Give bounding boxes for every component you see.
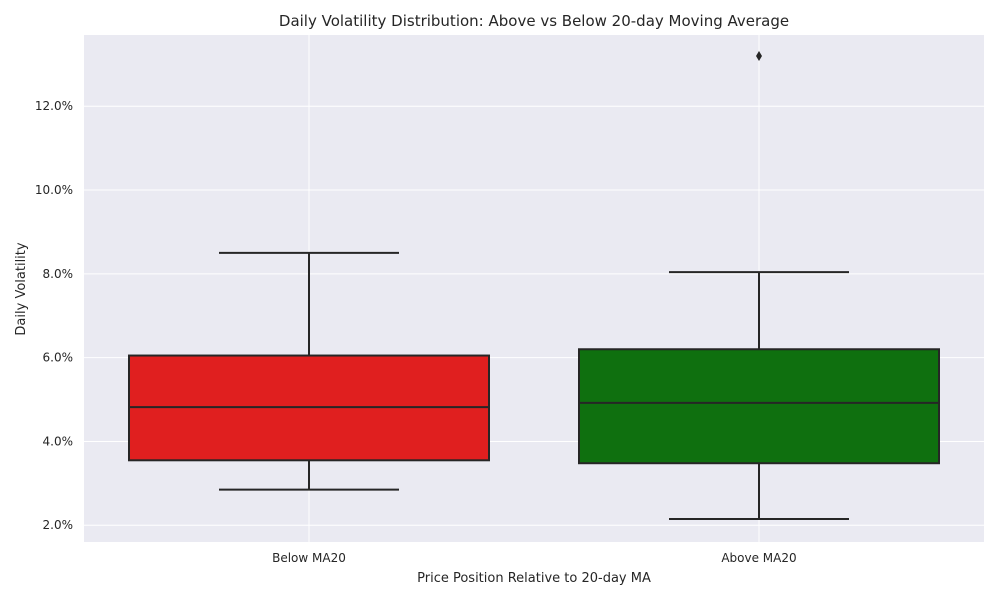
x-tick-label: Below MA20 xyxy=(272,551,346,565)
chart-title: Daily Volatility Distribution: Above vs … xyxy=(279,12,789,30)
y-tick-label: 10.0% xyxy=(35,183,73,197)
plot-area xyxy=(84,35,984,542)
y-axis-label: Daily Volatility xyxy=(14,242,29,335)
outlier-point xyxy=(756,50,762,61)
box-above-ma20 xyxy=(578,50,940,520)
y-tick-label: 8.0% xyxy=(43,267,74,281)
y-tick-label: 6.0% xyxy=(43,351,74,365)
box-iqr xyxy=(578,348,940,465)
y-tick-label: 2.0% xyxy=(43,518,74,532)
box-plot-series xyxy=(128,50,940,520)
y-tick-label: 4.0% xyxy=(43,434,74,448)
y-tick-label: 12.0% xyxy=(35,99,73,113)
x-tick-label: Above MA20 xyxy=(721,551,796,565)
box-below-ma20 xyxy=(128,251,490,491)
y-axis-ticks: 2.0% 4.0% 6.0% 8.0% 10.0% 12.0% xyxy=(35,99,73,532)
x-axis-label: Price Position Relative to 20-day MA xyxy=(417,571,651,586)
x-axis-ticks: Below MA20 Above MA20 xyxy=(272,551,797,565)
